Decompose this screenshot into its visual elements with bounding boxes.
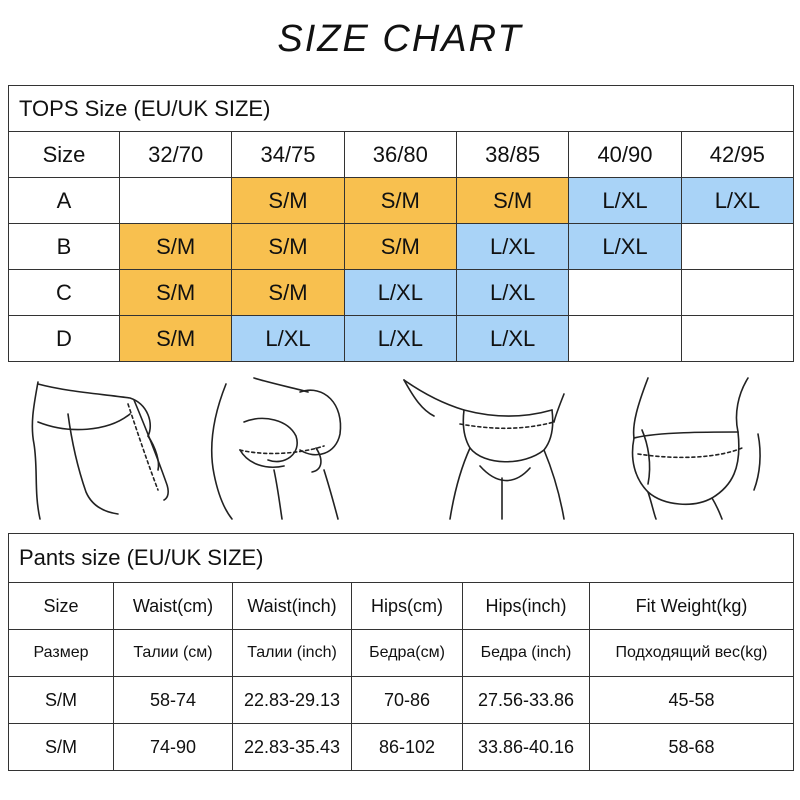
size-cell: S/M bbox=[343, 177, 457, 224]
table-row: S/M 74-90 22.83-35.43 86-102 33.86-40.16… bbox=[8, 723, 794, 771]
table-cell: 58-68 bbox=[589, 723, 794, 771]
size-cell: L/XL bbox=[343, 315, 457, 362]
cup-label: C bbox=[8, 269, 120, 316]
table-cell: 74-90 bbox=[113, 723, 233, 771]
size-cell bbox=[568, 269, 682, 316]
pants-col-header-ru: Размер bbox=[8, 629, 114, 677]
pants-col-header: Size bbox=[8, 582, 114, 630]
tops-col-header: 36/80 bbox=[343, 131, 457, 178]
table-cell: 33.86-40.16 bbox=[462, 723, 590, 771]
pants-col-header: Waist(cm) bbox=[113, 582, 233, 630]
size-cell: L/XL bbox=[455, 269, 570, 316]
table-cell: 22.83-29.13 bbox=[232, 676, 352, 724]
waist-measure-illustration bbox=[403, 379, 565, 520]
table-row: S/M 58-74 22.83-29.13 70-86 27.56-33.86 … bbox=[8, 676, 794, 724]
pants-header-row: Size Waist(cm) Waist(inch) Hips(cm) Hips… bbox=[8, 582, 794, 630]
underbust-measure-illustration bbox=[210, 377, 342, 520]
size-cell: L/XL bbox=[568, 177, 682, 224]
pants-col-header-ru: Талии (inch) bbox=[232, 629, 352, 677]
pants-col-header: Fit Weight(kg) bbox=[589, 582, 794, 630]
tops-header-row: Size 32/70 34/75 36/80 38/85 40/90 42/95 bbox=[8, 131, 795, 178]
pants-col-header: Waist(inch) bbox=[232, 582, 352, 630]
pants-col-header: Hips(cm) bbox=[351, 582, 463, 630]
table-row: A S/M S/M S/M L/XL L/XL bbox=[8, 177, 795, 224]
page-title: SIZE CHART bbox=[277, 18, 523, 60]
table-cell: 70-86 bbox=[351, 676, 463, 724]
size-cell: S/M bbox=[455, 177, 570, 224]
table-cell: S/M bbox=[8, 676, 114, 724]
cup-label: B bbox=[8, 223, 120, 270]
table-cell: 45-58 bbox=[589, 676, 794, 724]
tops-table-caption: TOPS Size (EU/UK SIZE) bbox=[8, 85, 794, 132]
pants-size-table: Pants size (EU/UK SIZE) Size Waist(cm) W… bbox=[8, 533, 794, 771]
tops-col-header: 38/85 bbox=[455, 131, 570, 178]
size-cell: S/M bbox=[231, 223, 345, 270]
tops-col-header: 32/70 bbox=[118, 131, 233, 178]
hips-measure-illustration bbox=[631, 377, 761, 520]
table-cell: S/M bbox=[8, 723, 114, 771]
size-cell bbox=[680, 269, 795, 316]
size-cell: L/XL bbox=[455, 223, 570, 270]
table-row: D S/M L/XL L/XL L/XL bbox=[8, 315, 795, 362]
measurement-illustrations bbox=[31, 377, 761, 520]
pants-col-header-ru: Подходящий вес(kg) bbox=[589, 629, 794, 677]
tops-size-label: Size bbox=[8, 131, 120, 178]
pants-col-header-ru: Бедра (inch) bbox=[462, 629, 590, 677]
table-row: B S/M S/M S/M L/XL L/XL bbox=[8, 223, 795, 270]
size-cell: L/XL bbox=[231, 315, 345, 362]
table-cell: 27.56-33.86 bbox=[462, 676, 590, 724]
size-cell: S/M bbox=[118, 269, 233, 316]
size-cell: S/M bbox=[118, 223, 233, 270]
pants-header-row-ru: Размер Талии (см) Талии (inch) Бедра(см)… bbox=[8, 629, 794, 677]
cup-label: D bbox=[8, 315, 120, 362]
pants-col-header: Hips(inch) bbox=[462, 582, 590, 630]
cup-label: A bbox=[8, 177, 120, 224]
table-cell: 22.83-35.43 bbox=[232, 723, 352, 771]
size-cell: L/XL bbox=[343, 269, 457, 316]
table-cell: 58-74 bbox=[113, 676, 233, 724]
size-cell bbox=[118, 177, 233, 224]
size-cell bbox=[680, 315, 795, 362]
tops-size-table: TOPS Size (EU/UK SIZE) Size 32/70 34/75 … bbox=[8, 85, 795, 362]
size-cell: S/M bbox=[343, 223, 457, 270]
table-row: C S/M S/M L/XL L/XL bbox=[8, 269, 795, 316]
size-cell: S/M bbox=[231, 269, 345, 316]
tops-col-header: 42/95 bbox=[680, 131, 795, 178]
pants-col-header-ru: Бедра(см) bbox=[351, 629, 463, 677]
table-cell: 86-102 bbox=[351, 723, 463, 771]
size-cell: S/M bbox=[231, 177, 345, 224]
tops-col-header: 40/90 bbox=[568, 131, 682, 178]
pants-col-header-ru: Талии (см) bbox=[113, 629, 233, 677]
bust-measure-illustration bbox=[31, 381, 169, 520]
tops-col-header: 34/75 bbox=[231, 131, 345, 178]
size-cell: L/XL bbox=[568, 223, 682, 270]
pants-table-caption: Pants size (EU/UK SIZE) bbox=[8, 533, 794, 583]
size-cell: S/M bbox=[118, 315, 233, 362]
size-cell bbox=[568, 315, 682, 362]
size-cell: L/XL bbox=[680, 177, 795, 224]
size-cell bbox=[680, 223, 795, 270]
size-cell: L/XL bbox=[455, 315, 570, 362]
